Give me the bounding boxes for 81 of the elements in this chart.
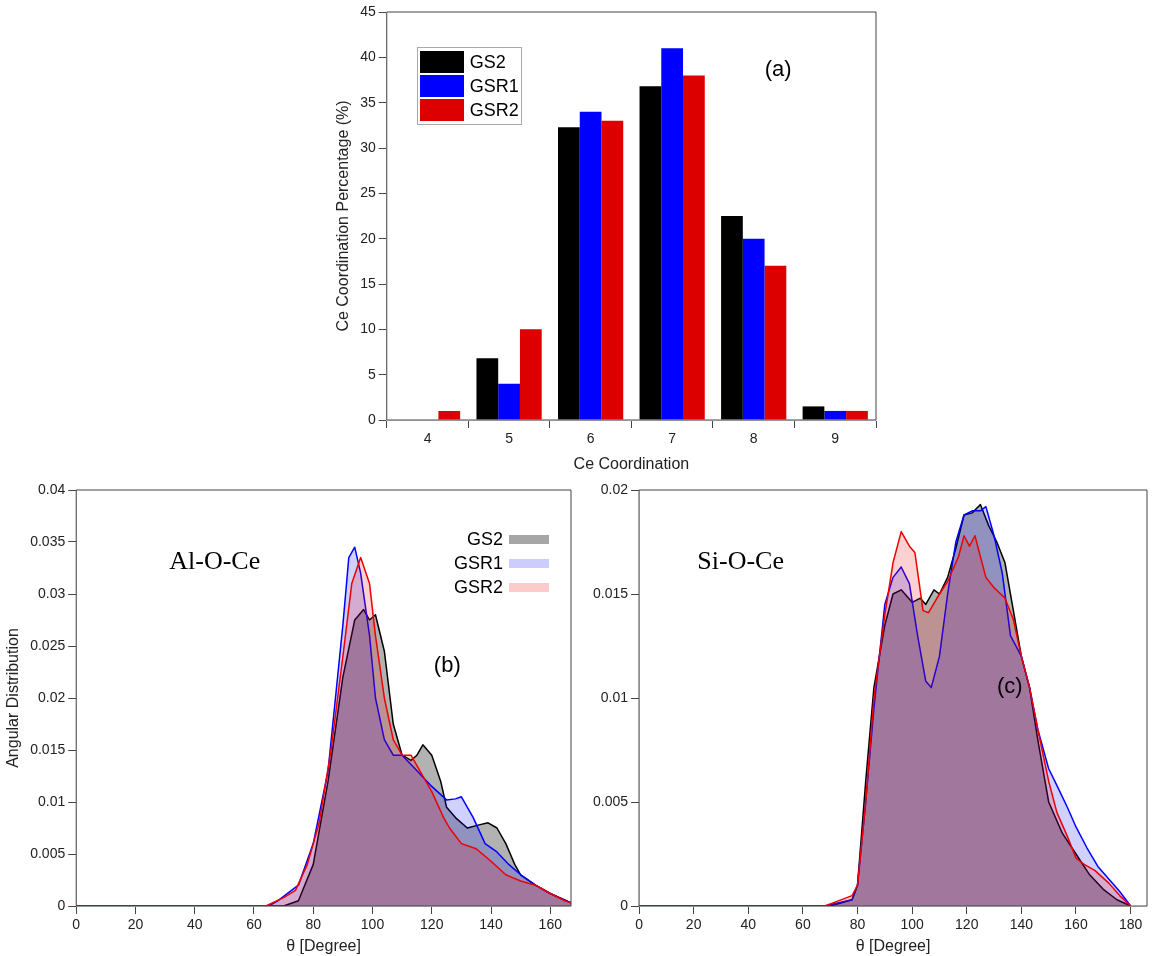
bar — [764, 265, 787, 420]
x-tick-label: 60 — [246, 916, 262, 933]
y-tick-label: 45 — [360, 2, 376, 19]
y-tick-label: 0.02 — [37, 688, 66, 705]
x-tick-label: 60 — [795, 916, 811, 933]
y-tick-label: 35 — [360, 93, 376, 110]
y-tick-label: 30 — [360, 138, 376, 155]
bar — [846, 410, 868, 420]
x-tick-label: 80 — [849, 916, 866, 933]
y-tick-label: 0.035 — [30, 532, 66, 549]
x-tick-label: 160 — [538, 916, 563, 933]
x-tick-label: 0 — [72, 916, 81, 933]
bar — [558, 127, 580, 420]
bar — [742, 238, 765, 420]
legend-label: GSR1 — [453, 552, 503, 575]
x-tick-label: 9 — [831, 430, 840, 447]
legend-label: GSR2 — [453, 576, 503, 599]
y-tick-label: 0 — [620, 896, 629, 913]
y-tick-label: 0.01 — [37, 792, 66, 809]
annotation: Al-O-Ce — [169, 545, 261, 576]
x-tick-label: 8 — [749, 430, 758, 447]
y-axis-title: Angular Distribution — [4, 628, 22, 768]
x-tick-label: 140 — [1009, 916, 1034, 933]
x-tick-label: 100 — [360, 916, 385, 933]
y-tick-label: 10 — [360, 320, 376, 337]
y-tick-label: 0.025 — [30, 636, 66, 653]
x-tick-label: 120 — [955, 916, 979, 933]
x-axis-title: θ [Degree] — [286, 936, 361, 954]
x-tick-label: 5 — [505, 430, 514, 447]
annotation: (c) — [997, 672, 1023, 699]
y-tick-label: 20 — [360, 229, 376, 246]
x-tick-label: 120 — [420, 916, 444, 933]
x-tick-label: 6 — [586, 430, 595, 447]
y-tick-label: 0.03 — [37, 584, 66, 601]
x-axis-title: Ce Coordination — [573, 454, 690, 472]
y-axis-title: Ce Coordination Percentage (%) — [334, 100, 352, 332]
x-tick-label: 4 — [423, 430, 432, 447]
y-tick-label: 40 — [360, 48, 376, 65]
y-tick-label: 0.005 — [30, 844, 66, 861]
bar — [802, 406, 825, 420]
bar — [438, 410, 461, 420]
x-tick-label: 180 — [1118, 916, 1143, 933]
y-tick-label: 0.02 — [600, 480, 629, 497]
bar — [661, 48, 684, 420]
annotation: Si-O-Ce — [697, 545, 784, 576]
legend-label: GSR2 — [469, 99, 519, 122]
bar — [721, 216, 743, 420]
y-tick-label: 0.005 — [592, 792, 629, 809]
x-tick-label: 80 — [305, 916, 322, 933]
bar — [601, 120, 624, 420]
annotation: (a) — [764, 56, 792, 83]
x-tick-label: 20 — [127, 916, 144, 933]
y-tick-label: 0.01 — [600, 688, 629, 705]
x-tick-label: 40 — [186, 916, 203, 933]
x-tick-label: 140 — [479, 916, 503, 933]
x-tick-label: 100 — [900, 916, 925, 933]
bar — [683, 75, 705, 420]
y-tick-label: 0.015 — [592, 584, 629, 601]
bar — [824, 410, 847, 420]
x-axis-title: θ [Degree] — [855, 936, 931, 954]
x-tick-label: 160 — [1064, 916, 1088, 933]
y-tick-label: 0 — [367, 410, 376, 427]
annotation: (b) — [433, 651, 461, 678]
y-tick-label: 0.015 — [30, 740, 66, 757]
x-tick-label: 0 — [635, 916, 644, 933]
y-tick-label: 0.04 — [37, 480, 66, 497]
bar — [498, 383, 520, 420]
x-tick-label: 7 — [668, 430, 677, 447]
x-tick-label: 40 — [740, 916, 757, 933]
legend-label: GS2 — [469, 51, 506, 74]
bar — [579, 111, 602, 420]
legend-label: GS2 — [466, 528, 503, 551]
y-tick-label: 0 — [57, 896, 66, 913]
bar — [476, 358, 499, 420]
y-tick-label: 15 — [360, 274, 376, 291]
bar — [639, 86, 662, 420]
y-tick-label: 5 — [367, 365, 376, 382]
legend-label: GSR1 — [469, 75, 519, 98]
x-tick-label: 20 — [685, 916, 702, 933]
y-tick-label: 25 — [360, 184, 376, 201]
bar — [519, 329, 542, 420]
